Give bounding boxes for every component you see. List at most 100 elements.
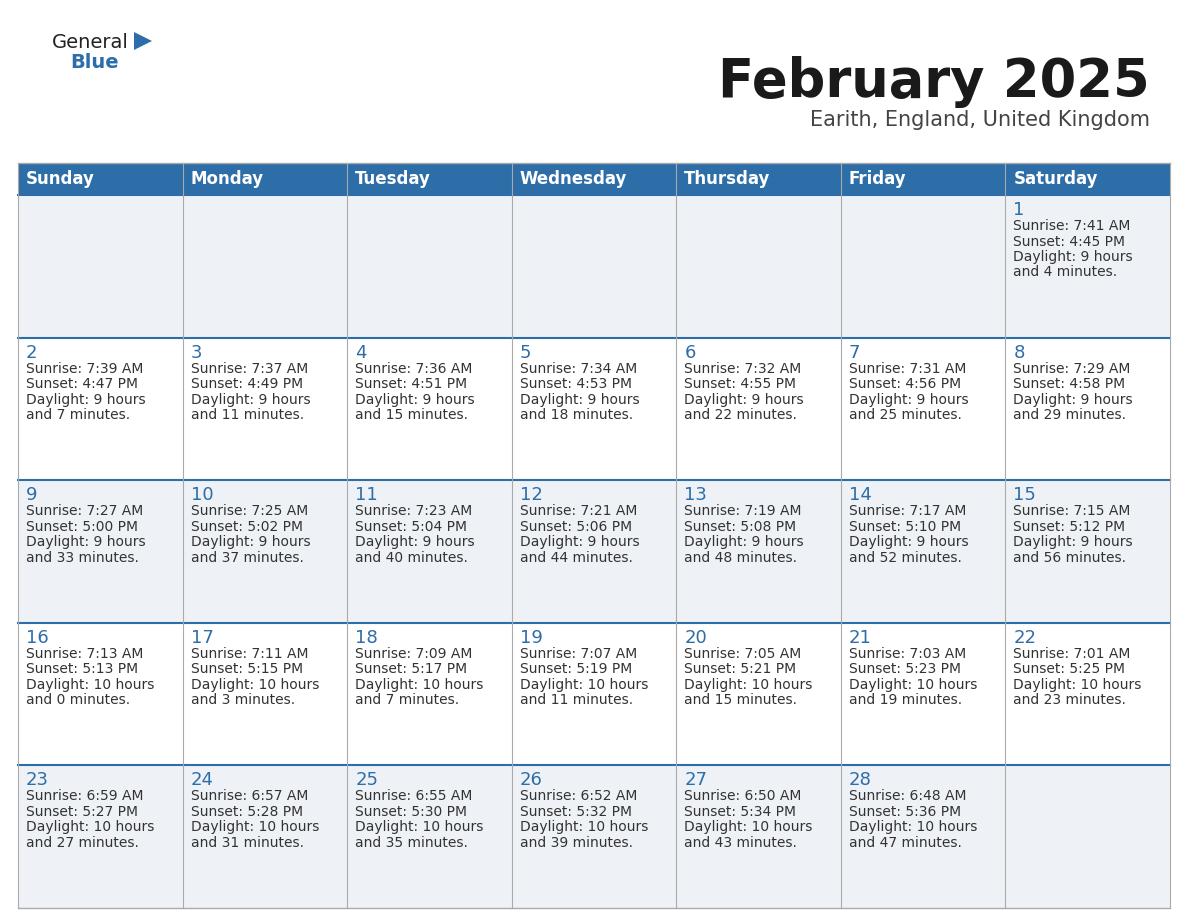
Bar	[18, 480, 1170, 622]
Text: and 31 minutes.: and 31 minutes.	[190, 836, 304, 850]
Text: Sunset: 5:25 PM: Sunset: 5:25 PM	[1013, 662, 1125, 677]
Text: Sunset: 5:36 PM: Sunset: 5:36 PM	[849, 805, 961, 819]
Text: 7: 7	[849, 343, 860, 362]
Text: and 33 minutes.: and 33 minutes.	[26, 551, 139, 565]
Text: Sunset: 4:58 PM: Sunset: 4:58 PM	[1013, 377, 1125, 391]
Text: 4: 4	[355, 343, 367, 362]
Text: 2: 2	[26, 343, 38, 362]
Text: Sunday: Sunday	[26, 170, 95, 188]
Text: Sunrise: 6:50 AM: Sunrise: 6:50 AM	[684, 789, 802, 803]
Text: Sunrise: 7:01 AM: Sunrise: 7:01 AM	[1013, 647, 1131, 661]
Text: Sunset: 5:10 PM: Sunset: 5:10 PM	[849, 520, 961, 533]
Text: Wednesday: Wednesday	[519, 170, 627, 188]
Text: Daylight: 9 hours: Daylight: 9 hours	[190, 535, 310, 549]
Bar	[18, 163, 1170, 195]
Text: Thursday: Thursday	[684, 170, 771, 188]
Text: and 18 minutes.: and 18 minutes.	[519, 409, 633, 422]
Text: 10: 10	[190, 487, 213, 504]
Polygon shape	[134, 32, 152, 50]
Text: Daylight: 9 hours: Daylight: 9 hours	[849, 535, 968, 549]
Text: February 2025: February 2025	[719, 56, 1150, 108]
Text: Sunrise: 6:57 AM: Sunrise: 6:57 AM	[190, 789, 308, 803]
Text: Daylight: 9 hours: Daylight: 9 hours	[1013, 393, 1133, 407]
Text: 5: 5	[519, 343, 531, 362]
Text: and 15 minutes.: and 15 minutes.	[684, 693, 797, 707]
Text: Sunset: 5:06 PM: Sunset: 5:06 PM	[519, 520, 632, 533]
Text: Sunset: 4:55 PM: Sunset: 4:55 PM	[684, 377, 796, 391]
Text: Sunrise: 7:41 AM: Sunrise: 7:41 AM	[1013, 219, 1131, 233]
Text: and 3 minutes.: and 3 minutes.	[190, 693, 295, 707]
Text: 22: 22	[1013, 629, 1036, 647]
Text: and 0 minutes.: and 0 minutes.	[26, 693, 131, 707]
Text: Sunrise: 7:07 AM: Sunrise: 7:07 AM	[519, 647, 637, 661]
Text: and 29 minutes.: and 29 minutes.	[1013, 409, 1126, 422]
Text: Sunset: 5:27 PM: Sunset: 5:27 PM	[26, 805, 138, 819]
Text: and 11 minutes.: and 11 minutes.	[190, 409, 304, 422]
Text: and 4 minutes.: and 4 minutes.	[1013, 265, 1118, 279]
Text: Sunrise: 7:15 AM: Sunrise: 7:15 AM	[1013, 504, 1131, 518]
Text: Sunset: 4:45 PM: Sunset: 4:45 PM	[1013, 234, 1125, 249]
Text: Sunrise: 7:29 AM: Sunrise: 7:29 AM	[1013, 362, 1131, 375]
Text: Sunrise: 7:36 AM: Sunrise: 7:36 AM	[355, 362, 473, 375]
Text: Monday: Monday	[190, 170, 264, 188]
Text: 23: 23	[26, 771, 49, 789]
Text: Sunset: 5:17 PM: Sunset: 5:17 PM	[355, 662, 467, 677]
Text: Sunset: 5:21 PM: Sunset: 5:21 PM	[684, 662, 796, 677]
Text: Sunrise: 7:03 AM: Sunrise: 7:03 AM	[849, 647, 966, 661]
Text: Sunrise: 7:11 AM: Sunrise: 7:11 AM	[190, 647, 308, 661]
Text: and 15 minutes.: and 15 minutes.	[355, 409, 468, 422]
Text: Sunset: 5:34 PM: Sunset: 5:34 PM	[684, 805, 796, 819]
Text: 28: 28	[849, 771, 872, 789]
Text: 25: 25	[355, 771, 378, 789]
Text: Daylight: 10 hours: Daylight: 10 hours	[519, 677, 649, 692]
Text: and 37 minutes.: and 37 minutes.	[190, 551, 303, 565]
Text: Sunrise: 7:09 AM: Sunrise: 7:09 AM	[355, 647, 473, 661]
Text: and 39 minutes.: and 39 minutes.	[519, 836, 633, 850]
Text: and 22 minutes.: and 22 minutes.	[684, 409, 797, 422]
Text: 14: 14	[849, 487, 872, 504]
Bar	[18, 195, 1170, 338]
Text: Sunrise: 7:34 AM: Sunrise: 7:34 AM	[519, 362, 637, 375]
Text: Sunset: 4:56 PM: Sunset: 4:56 PM	[849, 377, 961, 391]
Text: General: General	[52, 33, 128, 52]
Text: 12: 12	[519, 487, 543, 504]
Text: Earith, England, United Kingdom: Earith, England, United Kingdom	[810, 110, 1150, 130]
Text: Daylight: 9 hours: Daylight: 9 hours	[355, 535, 475, 549]
Text: 20: 20	[684, 629, 707, 647]
Text: 27: 27	[684, 771, 707, 789]
Text: Sunset: 4:53 PM: Sunset: 4:53 PM	[519, 377, 632, 391]
Text: Sunset: 5:02 PM: Sunset: 5:02 PM	[190, 520, 303, 533]
Text: and 44 minutes.: and 44 minutes.	[519, 551, 632, 565]
Text: Sunrise: 7:32 AM: Sunrise: 7:32 AM	[684, 362, 802, 375]
Text: Sunrise: 7:23 AM: Sunrise: 7:23 AM	[355, 504, 473, 518]
Text: Sunrise: 7:39 AM: Sunrise: 7:39 AM	[26, 362, 144, 375]
Text: Daylight: 9 hours: Daylight: 9 hours	[26, 535, 146, 549]
Text: Sunrise: 7:19 AM: Sunrise: 7:19 AM	[684, 504, 802, 518]
Text: Daylight: 9 hours: Daylight: 9 hours	[684, 393, 804, 407]
Text: Sunrise: 7:31 AM: Sunrise: 7:31 AM	[849, 362, 966, 375]
Text: Daylight: 10 hours: Daylight: 10 hours	[684, 821, 813, 834]
Text: Sunset: 5:32 PM: Sunset: 5:32 PM	[519, 805, 632, 819]
Text: and 19 minutes.: and 19 minutes.	[849, 693, 962, 707]
Bar	[18, 338, 1170, 480]
Text: Sunset: 5:08 PM: Sunset: 5:08 PM	[684, 520, 796, 533]
Text: Sunrise: 7:37 AM: Sunrise: 7:37 AM	[190, 362, 308, 375]
Text: Daylight: 10 hours: Daylight: 10 hours	[190, 677, 318, 692]
Text: Daylight: 10 hours: Daylight: 10 hours	[26, 821, 154, 834]
Text: Daylight: 10 hours: Daylight: 10 hours	[355, 677, 484, 692]
Text: 24: 24	[190, 771, 214, 789]
Text: 19: 19	[519, 629, 543, 647]
Text: and 7 minutes.: and 7 minutes.	[26, 409, 131, 422]
Text: Daylight: 9 hours: Daylight: 9 hours	[684, 535, 804, 549]
Text: 8: 8	[1013, 343, 1025, 362]
Text: Sunset: 5:00 PM: Sunset: 5:00 PM	[26, 520, 138, 533]
Text: 15: 15	[1013, 487, 1036, 504]
Text: Daylight: 10 hours: Daylight: 10 hours	[684, 677, 813, 692]
Text: Sunset: 5:30 PM: Sunset: 5:30 PM	[355, 805, 467, 819]
Text: 18: 18	[355, 629, 378, 647]
Text: Sunrise: 6:48 AM: Sunrise: 6:48 AM	[849, 789, 966, 803]
Text: Daylight: 10 hours: Daylight: 10 hours	[26, 677, 154, 692]
Text: Sunset: 4:47 PM: Sunset: 4:47 PM	[26, 377, 138, 391]
Text: Sunset: 5:23 PM: Sunset: 5:23 PM	[849, 662, 961, 677]
Text: Sunrise: 7:13 AM: Sunrise: 7:13 AM	[26, 647, 144, 661]
